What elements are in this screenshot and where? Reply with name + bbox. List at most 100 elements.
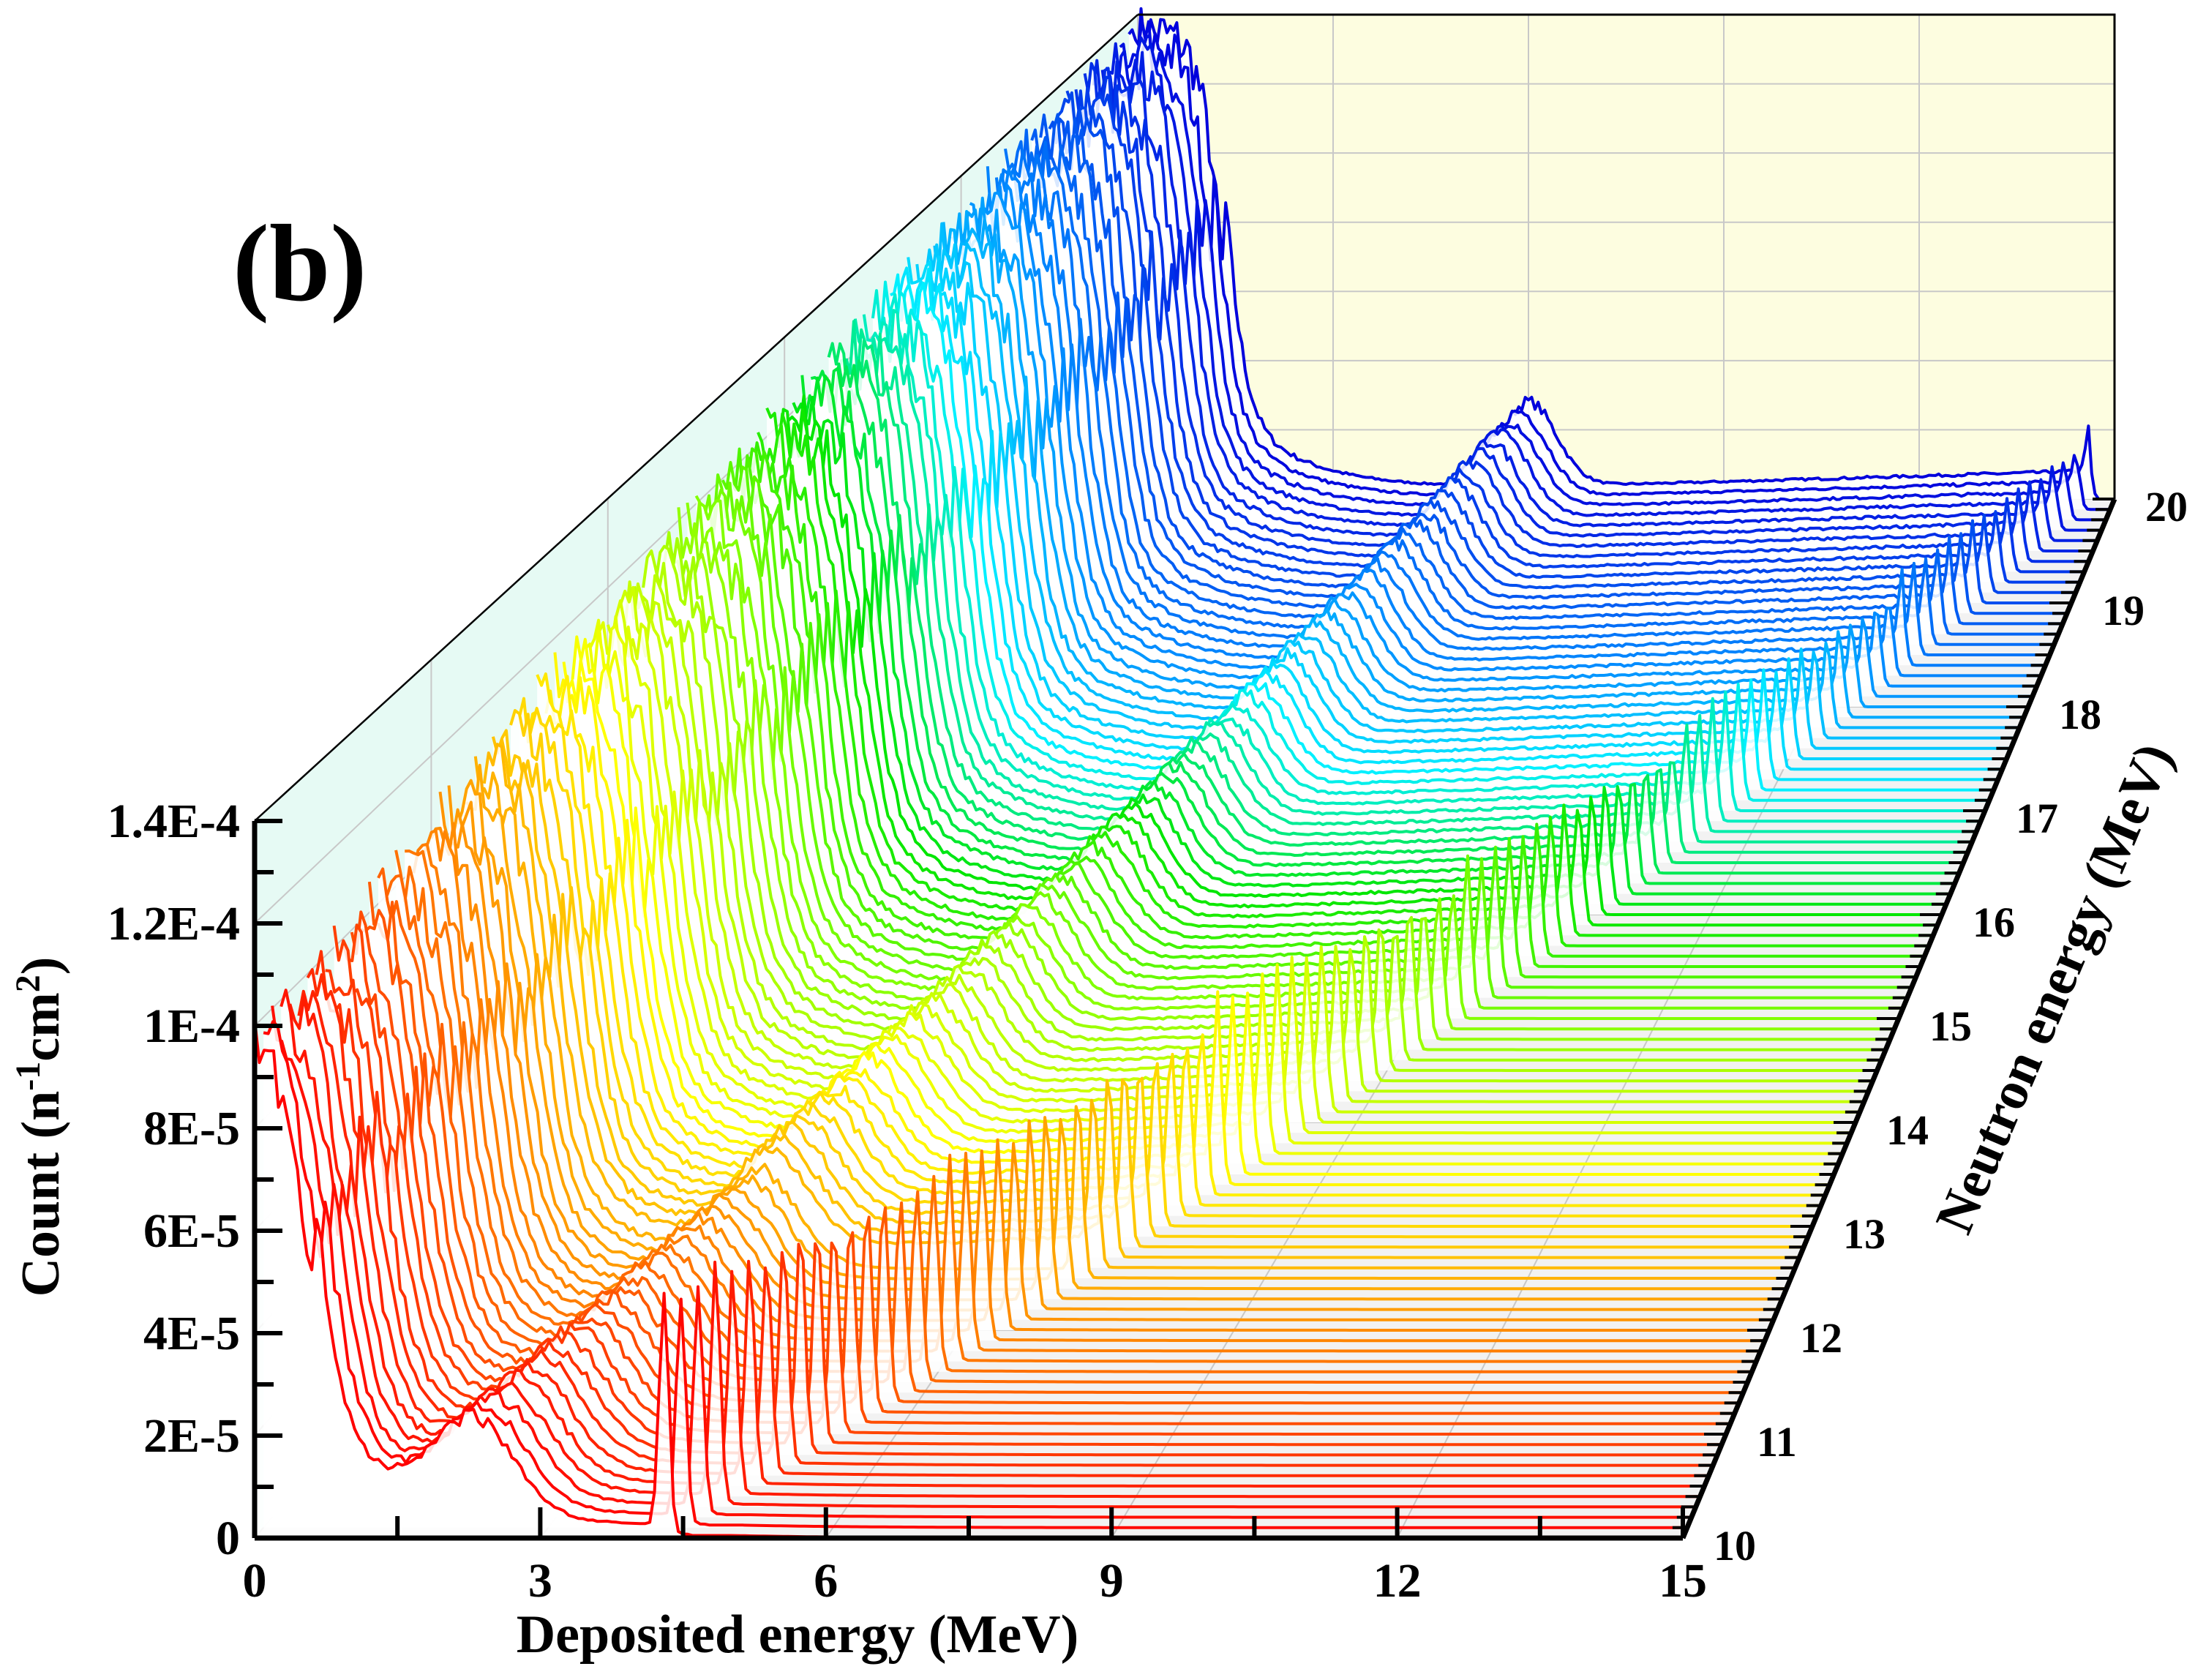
x-tick-label: 6: [814, 1554, 838, 1608]
series-line-16.1: [792, 395, 1946, 906]
series-line-16.2: [800, 374, 1951, 896]
series-line-10.3: [279, 989, 1696, 1509]
series-line-16.5: [827, 342, 1964, 864]
x-tick-label: 15: [1659, 1554, 1707, 1608]
series-line-18.9: [1039, 113, 2068, 615]
y-tick-label: 1.4E-4: [108, 795, 241, 848]
series-line-15.7: [757, 424, 1929, 948]
series-line-14.8: [677, 507, 1891, 1041]
y-axis-title-end: ): [11, 957, 71, 975]
x-axis-title: Deposited energy (MeV): [517, 1605, 1079, 1665]
series-line-10.6: [306, 968, 1709, 1477]
series-fill: [360, 910, 1735, 1414]
series-line-17.8: [942, 222, 2020, 730]
z-tick-label: 13: [1843, 1210, 1886, 1258]
series-line-15.9: [774, 408, 1938, 927]
series-line-16.7: [844, 320, 1973, 844]
series-fill: [334, 926, 1722, 1445]
tick-labels: 0 3 6 9 12 15 0 2E-5 4E-5 6E-5 8E-5 1E-4 1.2E-4 1.4E-…: [108, 483, 2188, 1608]
series-line-10.4: [288, 994, 1700, 1499]
series-fill: [449, 785, 1778, 1310]
box-edge-top-left: [254, 14, 1138, 822]
x-tick-label: 12: [1373, 1554, 1422, 1608]
series-line-10.2: [271, 1005, 1692, 1519]
series-fill: [475, 756, 1791, 1278]
y-tick-label: 0: [216, 1512, 240, 1565]
axes: [252, 13, 2117, 1541]
series-fill: [413, 844, 1761, 1351]
series-fill: [255, 1019, 1683, 1538]
y-tick-label: 2E-5: [143, 1409, 240, 1463]
series-line-18.6: [1013, 140, 2055, 646]
series-line-10.5: [297, 989, 1705, 1488]
z-tick-label: 16: [1973, 899, 2015, 946]
series-line-19.7: [1111, 36, 2102, 532]
series-line-10.1: [263, 1020, 1687, 1529]
series-fill: [484, 744, 1796, 1268]
series-line-17.7: [933, 222, 2016, 740]
series-lines: [253, 7, 2115, 1540]
z-tick-label: 12: [1800, 1314, 1842, 1362]
series-line-17.4: [907, 257, 2003, 771]
series-fill: [316, 951, 1714, 1466]
series-line-11.3: [367, 881, 1739, 1405]
y-tick-label: 6E-5: [143, 1204, 240, 1258]
series-line-18.8: [1030, 128, 2063, 626]
x-tick-label: 0: [243, 1554, 267, 1608]
series-line-10.8: [325, 969, 1718, 1457]
series-line-15.3: [721, 461, 1912, 989]
series-fill: [466, 765, 1787, 1289]
series-line-17.9: [950, 210, 2025, 719]
series-line-17.1: [880, 280, 1989, 802]
series-line-16.8: [853, 318, 1977, 833]
panel-label: (b): [233, 203, 367, 324]
z-tick-label: 14: [1886, 1106, 1929, 1154]
series-line-17.5: [915, 255, 2007, 760]
series-fill: [405, 851, 1757, 1362]
series-line-18.4: [994, 166, 2046, 667]
series-fill: [396, 850, 1752, 1372]
series-line-15.2: [712, 473, 1907, 1000]
series-line-16.3: [810, 367, 1955, 885]
z-tick-label: 11: [1757, 1418, 1797, 1466]
series-fill: [351, 912, 1730, 1424]
y-axis-title-base: Count (n: [11, 1091, 71, 1297]
series-line-20.0: [1136, 7, 2115, 500]
series-line-17.0: [871, 289, 1985, 812]
series-line-18.0: [959, 196, 2028, 708]
series-line-19.4: [1083, 61, 2089, 563]
z-tick-label: 15: [1929, 1002, 1972, 1050]
series-line-16.6: [836, 340, 1968, 854]
z-tick-label: 18: [2059, 691, 2101, 738]
y-tick-label: 1.2E-4: [108, 897, 241, 950]
y-tick-label: 8E-5: [143, 1102, 240, 1155]
y-axis-title-mid: cm: [11, 992, 71, 1062]
series-line-19.1: [1057, 91, 2076, 594]
series-fill: [342, 925, 1727, 1434]
series-line-15.0: [694, 495, 1899, 1020]
z-tick-label: 17: [2016, 795, 2058, 842]
series-line-15.4: [730, 447, 1916, 979]
series-line-16.9: [862, 309, 1981, 823]
series-line-17.6: [924, 243, 2011, 750]
series-line-10.7: [315, 950, 1714, 1467]
series-line-17.3: [898, 266, 1998, 781]
series-fill: [431, 823, 1769, 1330]
series-line-19.5: [1092, 59, 2093, 552]
series-fill: [457, 780, 1782, 1300]
series-fill: [440, 792, 1774, 1320]
series-line-11.1: [350, 910, 1730, 1425]
series-line-16.4: [818, 362, 1959, 875]
series-line-19.9: [1127, 19, 2111, 511]
series-line-11.0: [341, 923, 1726, 1436]
series-line-15.8: [765, 407, 1934, 937]
series-fill: [378, 869, 1744, 1393]
series-line-15.6: [747, 441, 1925, 958]
series-line-19.6: [1100, 42, 2098, 542]
y-tick-label: 4E-5: [143, 1307, 240, 1360]
z-tick-label: 19: [2102, 587, 2145, 634]
series-fill: [369, 882, 1739, 1403]
series-line-19.2: [1065, 86, 2080, 584]
series-line-16.0: [783, 394, 1942, 916]
